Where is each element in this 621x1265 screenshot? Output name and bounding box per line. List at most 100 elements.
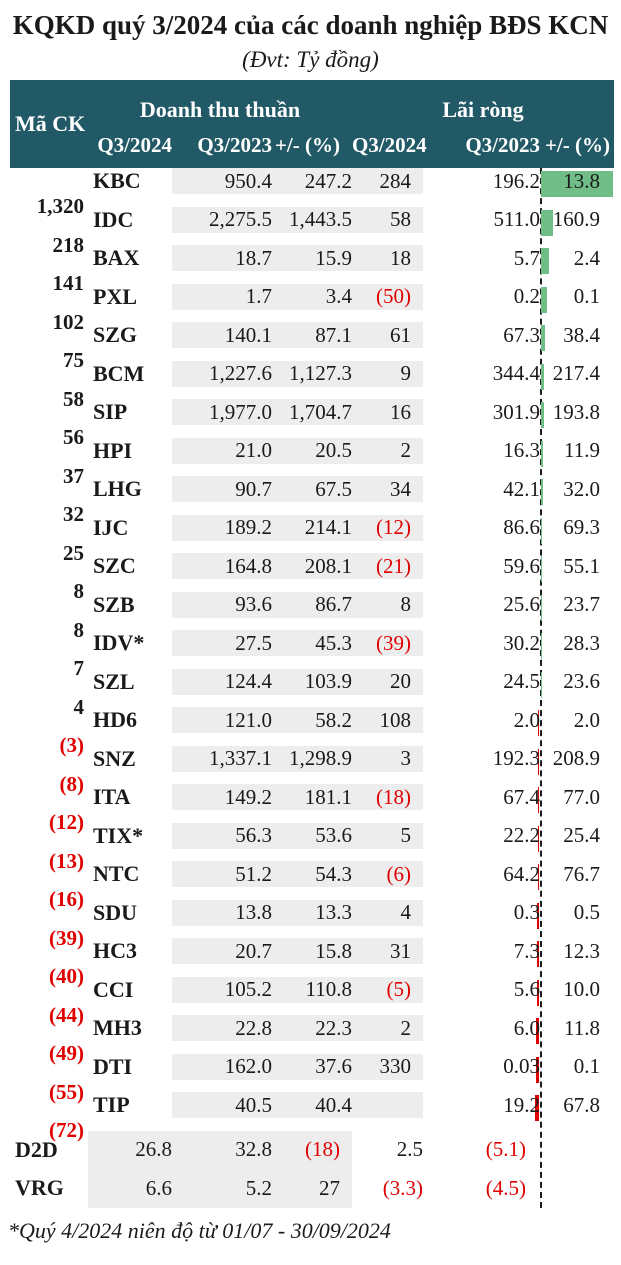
revenue-q3-2024-cell: 56.3	[172, 822, 272, 849]
net-profit-q3-2023-cell: 23.7	[563, 592, 600, 616]
revenue-change-cell: (5)	[352, 976, 423, 1003]
net-profit-q3-2023-cell: 11.8	[564, 1015, 600, 1040]
net-profit-change-cell: 75	[63, 348, 84, 372]
net-profit-change-cell: (16)	[49, 887, 84, 911]
negative-change-bar	[535, 1095, 539, 1121]
net-profit-q3-2024-cell: 19.2	[503, 1092, 540, 1117]
table-header: Mã CK Doanh thu thuần Lãi ròng Q3/2024 Q…	[10, 80, 614, 168]
table-row: ITA 149.2 181.1 (18) 67.4 77.0 (12)	[10, 784, 614, 834]
revenue-q3-2023-cell: 22.3	[272, 1015, 352, 1041]
net-profit-change-cell: (3)	[59, 733, 85, 757]
revenue-q3-2024-cell: 20.7	[172, 938, 272, 964]
revenue-q3-2023-cell: 53.6	[272, 822, 352, 849]
net-profit-change-cell: 8	[73, 617, 85, 642]
revenue-change-cell: 31	[352, 938, 423, 964]
ticker-cell: CCI	[93, 976, 134, 1002]
revenue-q3-2023-cell: 5.2	[172, 1169, 272, 1208]
net-profit-q3-2024-cell: 344.4	[492, 361, 540, 385]
net-profit-q3-2023-cell: 67.8	[563, 1092, 600, 1117]
negative-change-bar	[536, 979, 539, 1006]
revenue-change-cell: 8	[352, 591, 423, 618]
table-row: LHG 90.7 67.5 34 42.1 32.0 32	[10, 476, 614, 526]
table-row: NTC 51.2 54.3 (6) 64.2 76.7 (16)	[10, 861, 614, 911]
net-profit-change-cell: 58	[63, 386, 84, 411]
revenue-q3-2023-cell: 13.3	[272, 899, 352, 926]
revenue-q3-2024-cell: 26.8	[88, 1130, 172, 1169]
table-row: SDU 13.8 13.3 4 0.3 0.5 (39)	[10, 899, 614, 950]
net-profit-change-cell	[540, 1169, 614, 1208]
net-profit-q3-2023-cell: 76.7	[563, 861, 600, 886]
net-profit-q3-2024-cell: 7.3	[513, 938, 540, 963]
revenue-q3-2023-cell: 37.6	[272, 1053, 352, 1080]
revenue-q3-2023-cell: 247.2	[272, 168, 352, 194]
revenue-change-cell	[352, 1092, 423, 1118]
revenue-q3-2024-cell: 105.2	[172, 976, 272, 1003]
positive-change-bar	[541, 363, 545, 390]
negative-change-bar	[538, 710, 539, 736]
ticker-cell: HC3	[93, 938, 137, 963]
positive-change-bar	[541, 671, 542, 698]
col-header-rev-q3-2023: Q3/2023	[197, 132, 272, 157]
table-row: PXL 1.7 3.4 (50) 0.2 0.1 102	[10, 283, 614, 334]
revenue-q3-2023-cell: 103.9	[272, 668, 352, 695]
positive-change-bar	[541, 171, 613, 197]
positive-change-bar	[541, 325, 546, 351]
revenue-q3-2024-cell: 21.0	[172, 437, 272, 464]
revenue-q3-2024-cell: 90.7	[172, 476, 272, 502]
net-profit-q3-2024-cell: 16.3	[503, 438, 540, 462]
net-profit-change-cell: 1,320	[36, 194, 84, 218]
positive-change-bar	[541, 633, 542, 659]
net-profit-q3-2023-cell: 193.8	[552, 399, 600, 424]
net-profit-q3-2023-cell: 160.9	[552, 207, 600, 231]
revenue-q3-2024-cell: 1,227.6	[172, 360, 272, 387]
revenue-change-cell: 58	[352, 206, 423, 233]
table-row: SZG 140.1 87.1 61 67.3 38.4 75	[10, 322, 614, 372]
net-profit-q3-2023-cell: 2.4	[573, 245, 600, 270]
net-profit-change-cell: 102	[52, 309, 85, 334]
net-profit-q3-2023-cell: 0.1	[573, 284, 600, 308]
table-row: MH3 22.8 22.3 2 6.0 11.8 (49)	[10, 1015, 614, 1065]
net-profit-q3-2024-cell: 511.0	[493, 207, 540, 231]
table-row: HD6 121.0 58.2 108 2.0 2.0 (3)	[10, 707, 614, 757]
negative-change-bar	[538, 825, 539, 852]
ticker-cell: HD6	[93, 707, 137, 732]
revenue-q3-2023-cell: 15.8	[272, 938, 352, 964]
net-profit-q3-2024-cell: 0.3	[513, 900, 540, 924]
positive-change-bar	[541, 517, 543, 544]
col-header-net-change: +/- (%)	[544, 132, 610, 157]
net-profit-change-cell: 8	[73, 579, 85, 603]
net-profit-q3-2023-cell: 23.6	[563, 669, 600, 693]
net-profit-change-cell: (44)	[49, 1002, 84, 1027]
table-row: DTI 162.0 37.6 330 0.03 0.1 (55)	[10, 1053, 614, 1104]
ticker-cell: LHG	[93, 476, 142, 501]
net-profit-q3-2023-cell: 13.8	[563, 168, 600, 193]
revenue-q3-2024-cell: 121.0	[172, 707, 272, 733]
ticker-cell: IDV*	[93, 630, 145, 655]
revenue-q3-2024-cell: 1,337.1	[172, 745, 272, 772]
net-profit-q3-2023-cell: 2.0	[573, 707, 600, 732]
net-profit-q3-2023-cell: 55.1	[563, 553, 600, 578]
positive-change-bar	[541, 248, 549, 274]
negative-change-bar	[538, 748, 539, 775]
net-profit-q3-2023-cell: 28.3	[563, 630, 600, 655]
revenue-q3-2024-cell: 27.5	[172, 630, 272, 656]
net-profit-change-cell: 218	[52, 232, 85, 257]
negative-change-bar	[536, 941, 539, 967]
revenue-q3-2024-cell: 1.7	[172, 283, 272, 310]
table-row: D2D 26.8 32.8 (18) 2.5 (5.1)	[10, 1130, 614, 1170]
revenue-q3-2023-cell: 1,298.9	[272, 745, 352, 772]
net-profit-q3-2024-cell: 64.2	[503, 861, 540, 886]
ticker-cell: SZL	[93, 668, 135, 694]
revenue-change-cell: 108	[352, 707, 423, 733]
net-profit-change-cell	[540, 1131, 614, 1170]
col-header-rev-change: +/- (%)	[274, 132, 340, 157]
ticker-cell: SNZ	[93, 745, 136, 771]
net-profit-change-cell: 141	[52, 271, 85, 295]
col-header-net-q3-2024: Q3/2024	[352, 132, 427, 157]
ticker-cell: SZB	[93, 591, 135, 617]
ticker-cell: BAX	[93, 245, 140, 270]
net-profit-q3-2024-cell: 59.6	[503, 553, 540, 578]
net-profit-q3-2024-cell: 5.6	[513, 977, 540, 1001]
revenue-q3-2024-cell: 149.2	[172, 784, 272, 810]
